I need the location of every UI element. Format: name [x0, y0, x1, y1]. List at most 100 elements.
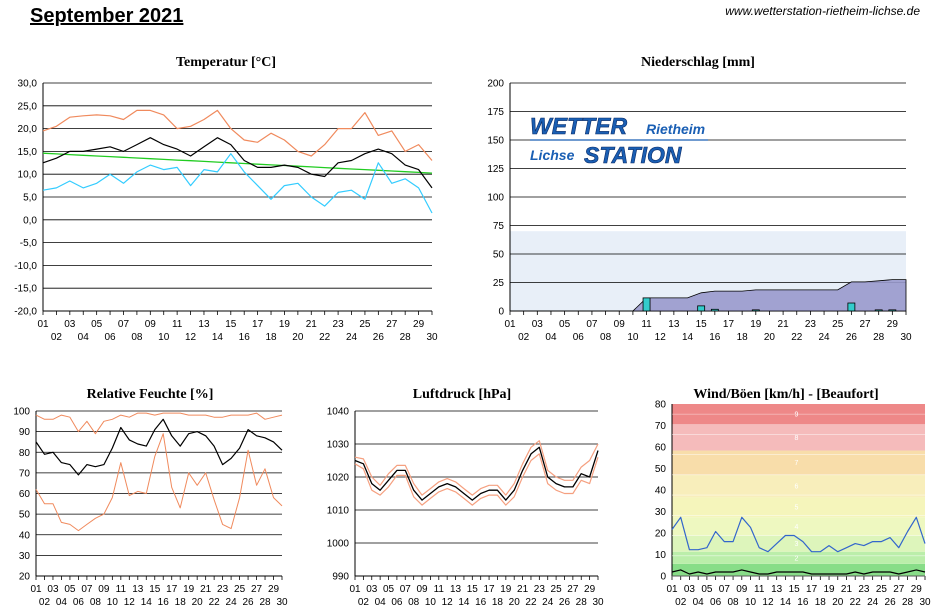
- rain-ytick-label: 25: [493, 278, 505, 289]
- pressure-xtick-label: 19: [500, 584, 512, 595]
- rain-xtick-label: 19: [750, 319, 762, 330]
- rain-daily-bar: [888, 309, 897, 312]
- beaufort-label: 5: [795, 505, 799, 512]
- website-url[interactable]: www.wetterstation-rietheim-lichse.de: [725, 4, 920, 18]
- logo-station: STATION: [584, 142, 682, 168]
- wind-xtick-label: 30: [919, 597, 931, 608]
- pressure-xtick-label: 23: [534, 584, 546, 595]
- wind-ytick-label: 0: [660, 572, 666, 583]
- humidity-xtick-label: 29: [268, 584, 280, 595]
- pressure-xtick-label: 03: [366, 584, 378, 595]
- rain-xtick-label: 06: [573, 332, 585, 343]
- wind-xtick-label: 16: [797, 597, 809, 608]
- humidity-xtick-label: 30: [276, 597, 288, 608]
- pressure-xtick-label: 24: [542, 597, 554, 608]
- temp-xtick-label: 29: [413, 319, 425, 330]
- wind-xtick-label: 13: [771, 584, 783, 595]
- rain-xtick-label: 25: [832, 319, 844, 330]
- wind-mean-line: [671, 569, 926, 575]
- temp-xtick-label: 09: [145, 319, 157, 330]
- rain-ytick-label: 200: [487, 79, 504, 90]
- temp-xtick-label: 19: [279, 319, 291, 330]
- wind-xtick-label: 03: [684, 584, 696, 595]
- temp-xtick-label: 25: [359, 319, 371, 330]
- wind-chart: Wind/Böen [km/h] - [Beaufort] 2345678980…: [655, 387, 931, 608]
- wind-xtick-label: 23: [858, 584, 870, 595]
- rain-xtick-label: 20: [764, 332, 776, 343]
- beaufort-band: [672, 450, 925, 475]
- humidity-xtick-label: 15: [149, 584, 161, 595]
- temp-xtick-label: 18: [265, 332, 277, 343]
- humidity-ytick-label: 30: [19, 551, 31, 562]
- humidity-xtick-label: 26: [243, 597, 255, 608]
- wind-xtick-label: 15: [789, 584, 801, 595]
- humidity-xtick-label: 18: [175, 597, 187, 608]
- humidity-ytick-label: 90: [19, 427, 31, 438]
- rain-ytick-label: 150: [487, 136, 504, 147]
- rain-xtick-label: 11: [641, 319, 652, 330]
- humidity-mean-line: [35, 418, 283, 476]
- beaufort-band: [672, 535, 925, 552]
- pressure-xtick-label: 25: [551, 584, 563, 595]
- rain-ytick-label: 75: [493, 221, 505, 232]
- wind-xtick-label: 09: [736, 584, 748, 595]
- rain-xtick-label: 26: [846, 332, 858, 343]
- rain-xtick-label: 17: [723, 319, 735, 330]
- temp-ytick-label: 0,0: [23, 215, 37, 226]
- temp-xtick-label: 17: [252, 319, 264, 330]
- pressure-xtick-label: 21: [517, 584, 529, 595]
- temp-ytick-label: 5,0: [23, 193, 37, 204]
- temp-ytick-label: -5,0: [20, 238, 38, 249]
- wind-xtick-label: 06: [710, 597, 722, 608]
- beaufort-label: 3: [795, 541, 799, 548]
- humidity-xtick-label: 02: [39, 597, 51, 608]
- beaufort-label: 4: [795, 524, 799, 531]
- logo-lichse: Lichse: [530, 147, 575, 163]
- temp-ytick-label: 25,0: [18, 101, 38, 112]
- beaufort-band: [672, 517, 925, 536]
- temp-xtick-label: 14: [212, 332, 224, 343]
- temp-xtick-label: 02: [51, 332, 63, 343]
- rain-ytick-label: 175: [487, 107, 504, 118]
- rain-ytick-label: 100: [487, 193, 504, 204]
- temp-xtick-label: 16: [239, 332, 251, 343]
- beaufort-band: [672, 551, 925, 564]
- temp-xtick-label: 15: [225, 319, 237, 330]
- wind-ytick-label: 50: [655, 464, 667, 475]
- temp-xtick-label: 06: [105, 332, 117, 343]
- humidity-xtick-label: 08: [90, 597, 102, 608]
- rain-xtick-label: 23: [805, 319, 817, 330]
- pressure-mean-line: [354, 446, 599, 501]
- rain-xtick-label: 18: [737, 332, 749, 343]
- wind-xtick-label: 17: [806, 584, 818, 595]
- humidity-xtick-label: 23: [217, 584, 229, 595]
- pressure-min-line: [354, 453, 599, 506]
- temp-xtick-label: 22: [319, 332, 331, 343]
- humidity-xtick-label: 14: [141, 597, 153, 608]
- pressure-xtick-label: 11: [434, 584, 445, 595]
- rain-xtick-label: 30: [900, 332, 912, 343]
- temp-mean-line: [42, 137, 433, 189]
- humidity-min-line: [35, 433, 283, 532]
- beaufort-label: 8: [795, 435, 799, 442]
- wind-xtick-label: 10: [745, 597, 757, 608]
- rain-xtick-label: 27: [859, 319, 871, 330]
- pressure-xtick-label: 13: [450, 584, 462, 595]
- humidity-chart-title: Relative Feuchte [%]: [87, 387, 214, 402]
- pressure-xtick-label: 30: [592, 597, 604, 608]
- humidity-xtick-label: 28: [259, 597, 271, 608]
- beaufort-label: 9: [795, 412, 799, 419]
- humidity-xtick-label: 13: [132, 584, 144, 595]
- rain-xtick-label: 04: [545, 332, 557, 343]
- rain-xtick-label: 28: [873, 332, 885, 343]
- humidity-xtick-label: 06: [73, 597, 85, 608]
- wind-xtick-label: 04: [693, 597, 705, 608]
- wind-ytick-label: 30: [655, 507, 667, 518]
- beaufort-label: 6: [795, 483, 799, 490]
- humidity-xtick-label: 17: [166, 584, 178, 595]
- pressure-xtick-label: 17: [484, 584, 496, 595]
- pressure-xtick-label: 08: [408, 597, 420, 608]
- page-title: September 2021: [30, 5, 184, 27]
- humidity-xtick-label: 07: [81, 584, 93, 595]
- rain-xtick-label: 13: [668, 319, 680, 330]
